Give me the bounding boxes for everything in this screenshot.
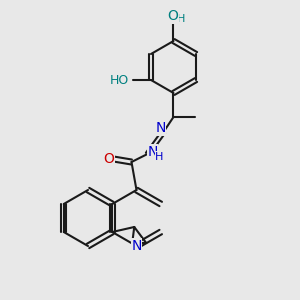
Text: H: H bbox=[177, 14, 186, 24]
Text: N: N bbox=[147, 145, 158, 159]
Text: O: O bbox=[103, 152, 114, 166]
Text: N: N bbox=[155, 121, 166, 135]
Text: O: O bbox=[167, 9, 178, 23]
Text: H: H bbox=[155, 152, 164, 162]
Text: HO: HO bbox=[110, 74, 129, 86]
Text: N: N bbox=[131, 239, 142, 253]
